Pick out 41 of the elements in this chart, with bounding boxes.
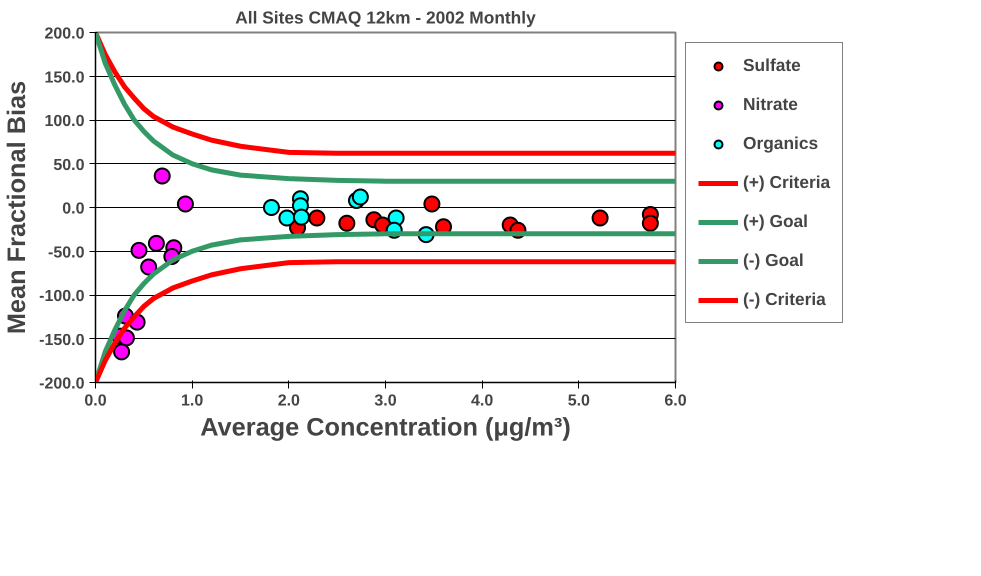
x-tick-label: 4.0 bbox=[471, 392, 494, 410]
x-tick-label: 6.0 bbox=[664, 392, 687, 410]
legend-label: Sulfate bbox=[743, 55, 801, 76]
point bbox=[308, 210, 326, 226]
point bbox=[352, 188, 369, 206]
point bbox=[130, 242, 148, 259]
point bbox=[592, 210, 609, 226]
y-tick-label: -150.0 bbox=[39, 332, 85, 349]
point bbox=[338, 214, 356, 232]
point bbox=[292, 208, 310, 226]
y-tick-label: -200.0 bbox=[39, 376, 85, 392]
x-tick-label: 0.0 bbox=[84, 392, 107, 410]
legend-label: Organics bbox=[743, 133, 818, 154]
y-axis-title: Mean Fractional Bias bbox=[3, 80, 32, 334]
y-tick-label: 0.0 bbox=[62, 200, 85, 218]
x-tick-label: 1.0 bbox=[181, 392, 204, 410]
point bbox=[140, 258, 158, 276]
legend-label: (+) Goal bbox=[743, 211, 808, 232]
y-tick-label: 150.0 bbox=[44, 69, 85, 86]
point bbox=[154, 168, 171, 184]
legend-label: Nitrate bbox=[743, 94, 798, 115]
x-tick-label: 3.0 bbox=[374, 392, 397, 410]
y-tick-label: -50.0 bbox=[48, 244, 85, 262]
legend-label: (-) Criteria bbox=[743, 289, 826, 310]
point bbox=[642, 214, 659, 232]
point bbox=[148, 234, 165, 252]
point bbox=[113, 343, 130, 360]
y-tick-label: 200.0 bbox=[44, 26, 85, 42]
x-tick-label: 2.0 bbox=[278, 392, 300, 410]
point bbox=[278, 210, 296, 226]
y-tick-label: 100.0 bbox=[44, 113, 85, 130]
point bbox=[423, 196, 440, 212]
x-axis-title: Average Concentration (μg/m³) bbox=[200, 414, 571, 442]
y-tick-label: -100.0 bbox=[39, 288, 85, 305]
x-tick-label: 5.0 bbox=[568, 392, 590, 410]
legend-label: (+) Criteria bbox=[743, 172, 830, 193]
legend-label: (-) Goal bbox=[743, 250, 804, 271]
chart-title: All Sites CMAQ 12km - 2002 Monthly bbox=[235, 8, 536, 28]
y-tick-label: 50.0 bbox=[53, 156, 85, 174]
point bbox=[262, 199, 280, 216]
point bbox=[176, 196, 194, 212]
